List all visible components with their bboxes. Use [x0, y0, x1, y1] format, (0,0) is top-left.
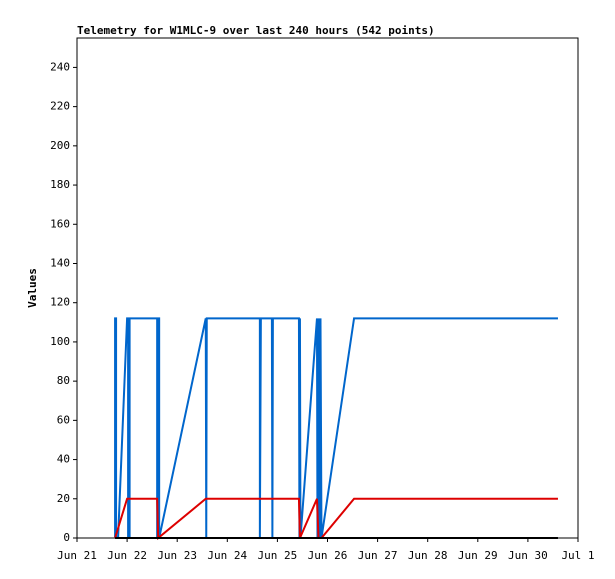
y-tick-label: 60: [57, 413, 70, 426]
y-axis-label: Values: [26, 268, 39, 308]
series-line: [114, 497, 558, 541]
x-tick-label: Jul 1: [561, 549, 594, 562]
y-tick-label: 40: [57, 453, 70, 466]
y-tick-label: 200: [50, 139, 70, 152]
y-tick-label: 20: [57, 492, 70, 505]
x-tick-label: Jun 22: [107, 549, 147, 562]
y-tick-label: 180: [50, 178, 70, 191]
y-tick-label: 80: [57, 374, 70, 387]
y-tick-label: 160: [50, 217, 70, 230]
x-tick-label: Jun 27: [358, 549, 398, 562]
x-tick-label: Jun 21: [57, 549, 97, 562]
y-tick-label: 120: [50, 296, 70, 309]
x-tick-label: Jun 28: [408, 549, 448, 562]
x-tick-label: Jun 26: [308, 549, 348, 562]
x-tick-label: Jun 23: [157, 549, 197, 562]
y-tick-label: 0: [63, 531, 70, 544]
x-tick-label: Jun 25: [258, 549, 298, 562]
x-tick-label: Jun 24: [207, 549, 247, 562]
y-tick-label: 220: [50, 100, 70, 113]
y-tick-label: 140: [50, 256, 70, 269]
y-tick-label: 100: [50, 335, 70, 348]
x-tick-label: Jun 30: [508, 549, 548, 562]
x-tick-label: Jun 29: [458, 549, 498, 562]
y-tick-label: 240: [50, 60, 70, 73]
chart-title: Telemetry for W1MLC-9 over last 240 hour…: [77, 24, 435, 37]
